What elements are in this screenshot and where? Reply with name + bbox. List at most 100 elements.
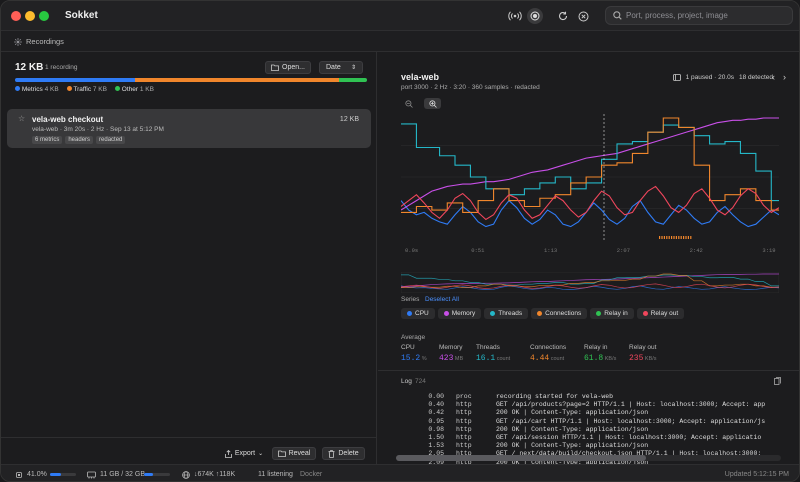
copy-icon[interactable]	[774, 377, 781, 385]
log-horizontal-scrollbar[interactable]	[396, 455, 781, 461]
docker-status[interactable]: Docker	[300, 471, 323, 478]
zoom-out-button[interactable]	[401, 98, 417, 109]
event-marker	[687, 236, 689, 239]
zoom-in-button[interactable]	[424, 98, 441, 109]
chevron-right-icon[interactable]: ›	[783, 72, 786, 82]
close-circle-icon	[578, 11, 588, 21]
average-threads: Threads 16.1 count	[476, 344, 530, 363]
event-marker	[666, 236, 668, 239]
storage-segment-traffic	[134, 78, 339, 82]
delete-button[interactable]: Delete	[322, 447, 365, 460]
recordings-pane: 12 KB 1 recording Open... Date ⇕ Metrics…	[1, 52, 377, 464]
minimize-window-button[interactable]	[25, 11, 35, 21]
log-message: GET /api/products?page=2 HTTP/1.1 | Host…	[496, 401, 766, 409]
storage-legend-item: Other 1 KB	[114, 86, 154, 93]
star-icon[interactable]: ☆	[18, 114, 26, 123]
detected-count: 18 detected	[739, 74, 773, 81]
export-label: Export	[234, 450, 256, 457]
detail-status: 1 paused · 20.0s 18 detected	[672, 74, 773, 81]
recording-row[interactable]: ☆ vela-web checkout 12 KB vela-web · 3m …	[7, 109, 371, 148]
series-toggle-relay-out[interactable]: Relay out	[636, 308, 685, 319]
log-row[interactable]: 0.98 http 200 OK | Content-Type: applicati…	[378, 426, 781, 434]
memory-bar	[144, 473, 170, 476]
legend-size: 4 KB	[42, 86, 59, 93]
overview-chart[interactable]	[401, 272, 779, 293]
recording-tags: 6 metrics headers redacted	[32, 136, 126, 144]
series-toggle-label: Relay in	[604, 310, 628, 317]
series-toggle-label: Threads	[498, 310, 523, 317]
open-button[interactable]: Open...	[265, 61, 311, 74]
log-count: 724	[415, 378, 426, 385]
series-toggle-cpu[interactable]: CPU	[401, 308, 435, 319]
log-row[interactable]: 1.50 http GET /api/session HTTP/1.1 | Host…	[378, 434, 781, 442]
series-toggle-relay-in[interactable]: Relay in	[590, 308, 634, 319]
broadcast-button[interactable]	[507, 8, 523, 24]
log-row[interactable]: 0.00 proc recording started for vela-web	[378, 393, 781, 401]
x-tick-label: 2:42	[690, 247, 703, 254]
open-button-label: Open...	[282, 64, 305, 71]
average-unit: MB	[453, 356, 464, 362]
memory-usage: 11 GB / 32 GB	[100, 471, 146, 478]
reveal-button[interactable]: Reveal	[272, 447, 316, 460]
average-value: 61.8	[584, 354, 604, 363]
export-button[interactable]: Export ⌄	[223, 447, 265, 460]
deselect-all-link[interactable]: Deselect All	[425, 296, 459, 303]
storage-legend: Metrics 4 KB Traffic 7 KB Other 1 KB	[15, 86, 154, 93]
log-row[interactable]: 0.95 http GET /api/cart HTTP/1.1 | Host: l…	[378, 418, 781, 426]
log-list[interactable]: 0.00 proc recording started for vela-web 0.…	[378, 393, 781, 464]
average-unit: KB/s	[643, 356, 657, 362]
listening-count[interactable]: 11 listening	[258, 471, 293, 478]
chevron-left-icon[interactable]: ‹	[772, 72, 775, 82]
close-window-button[interactable]	[11, 11, 21, 21]
series-line-connections	[401, 117, 779, 213]
average-connections: Connections 4.44 count	[530, 344, 584, 363]
log-row[interactable]: 0.42 http 200 OK | Content-Type: applicati…	[378, 409, 781, 417]
series-toggle-label: CPU	[415, 310, 429, 317]
metrics-chart[interactable]: 0.0s 0:51 1:13 2:07 2:42 3:19	[401, 114, 779, 254]
x-tick-label: 0:51	[471, 247, 485, 254]
log-source: proc	[456, 393, 472, 400]
average-name: Threads	[476, 344, 500, 351]
recording-tag: 6 metrics	[32, 136, 63, 144]
log-message: recording started for vela-web	[496, 393, 614, 400]
log-time: 2.09	[428, 458, 444, 465]
average-value: 423	[439, 354, 454, 363]
record-button[interactable]	[527, 8, 543, 24]
log-row[interactable]: 2.09 http 200 OK | Content-Type: applicati…	[378, 459, 781, 465]
updated-time: Updated 5:12:15 PM	[724, 471, 789, 478]
average-memory: Memory 423 MB	[439, 344, 476, 363]
search-input[interactable]	[626, 11, 786, 20]
average-label: Average	[401, 334, 426, 341]
sort-select[interactable]: Date ⇕	[319, 61, 363, 74]
search-field[interactable]	[605, 6, 793, 25]
reveal-label: Reveal	[288, 450, 311, 457]
log-row[interactable]: 0.40 http GET /api/products?page=2 HTTP/1.…	[378, 401, 781, 409]
series-toggle-connections[interactable]: Connections	[531, 308, 588, 319]
log-source: http	[456, 433, 472, 441]
log-source: http	[456, 442, 472, 450]
refresh-button[interactable]	[555, 8, 571, 24]
log-row[interactable]: 2.05 http GET /_next/data/build/checkout.j…	[378, 450, 781, 458]
log-source: http	[456, 401, 472, 409]
chevron-up-down-icon: ⇕	[350, 65, 356, 71]
average-unit: count	[495, 356, 511, 362]
trash-icon	[328, 449, 335, 458]
x-tick-label: 1:13	[544, 247, 557, 254]
log-time: 0.40	[428, 401, 444, 409]
log-time: 0.98	[428, 425, 444, 433]
series-toggle-threads[interactable]: Threads	[484, 308, 529, 319]
detail-pane: vela-web port 3000 · 2 Hz · 3:20 · 360 s…	[378, 52, 799, 464]
x-tick-label: 0.0s	[405, 247, 418, 254]
log-message: 200 OK | Content-Type: application/json	[496, 458, 649, 465]
log-row[interactable]: 1.53 http 200 OK | Content-Type: applicati…	[378, 442, 781, 450]
log-message: 200 OK | Content-Type: application/json	[496, 425, 649, 433]
overview-line-threads	[401, 274, 779, 287]
clear-button[interactable]	[575, 8, 591, 24]
recording-count: 1 recording	[45, 64, 78, 71]
log-source: http	[456, 409, 472, 417]
zoom-in-icon	[428, 99, 437, 108]
series-toggle-memory[interactable]: Memory	[437, 308, 482, 319]
breadcrumb-label[interactable]: Recordings	[26, 37, 64, 46]
scrollbar-thumb[interactable]	[396, 455, 646, 461]
zoom-window-button[interactable]	[39, 11, 49, 21]
